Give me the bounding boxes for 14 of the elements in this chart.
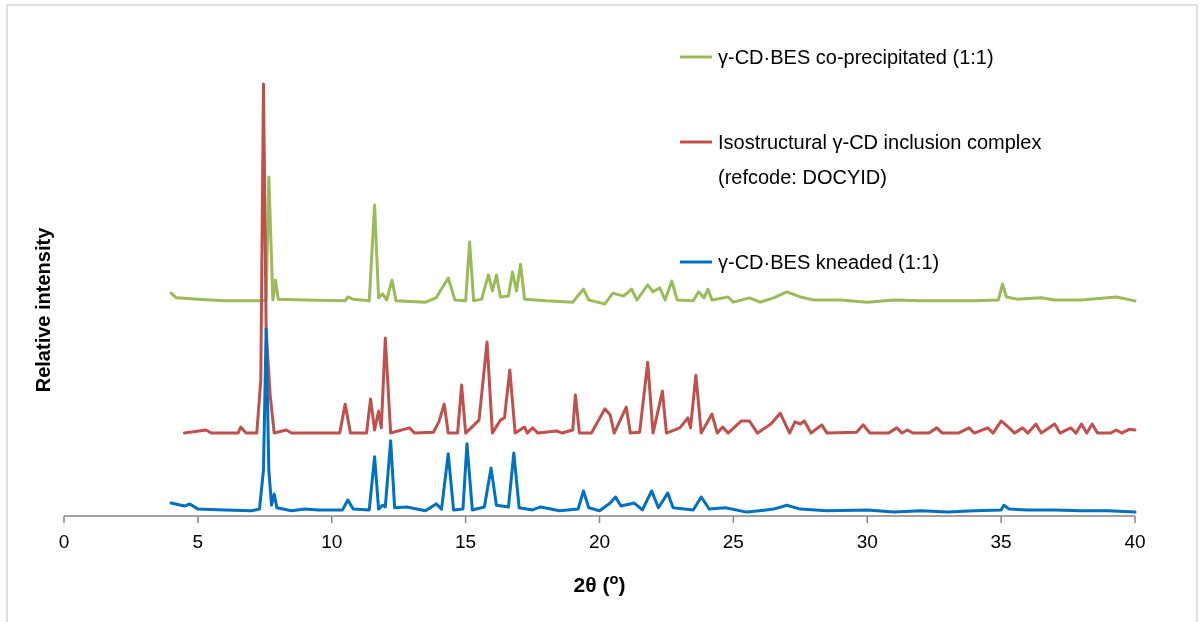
legend-label: γ-CD·BES co-precipitated (1:1)	[718, 46, 994, 68]
x-tick-label: 35	[990, 531, 1012, 552]
x-tick-label: 0	[58, 531, 70, 552]
x-tick-label: 15	[455, 531, 477, 552]
x-tick-label: 25	[722, 531, 744, 552]
x-tick-label: 5	[192, 531, 204, 552]
x-tick-label: 30	[856, 531, 878, 552]
legend-label: γ-CD·BES kneaded (1:1)	[718, 251, 940, 273]
x-tick-label: 10	[321, 531, 343, 552]
x-tick-label: 40	[1124, 531, 1146, 552]
legend-label: Isostructural γ-CD inclusion complex (refcode: DOCYID)	[718, 131, 1042, 188]
y-axis-title: Relative intensity	[32, 226, 54, 393]
x-tick-label: 20	[588, 531, 611, 552]
x-axis-title: 2θ ($^{o}$)	[573, 571, 626, 596]
